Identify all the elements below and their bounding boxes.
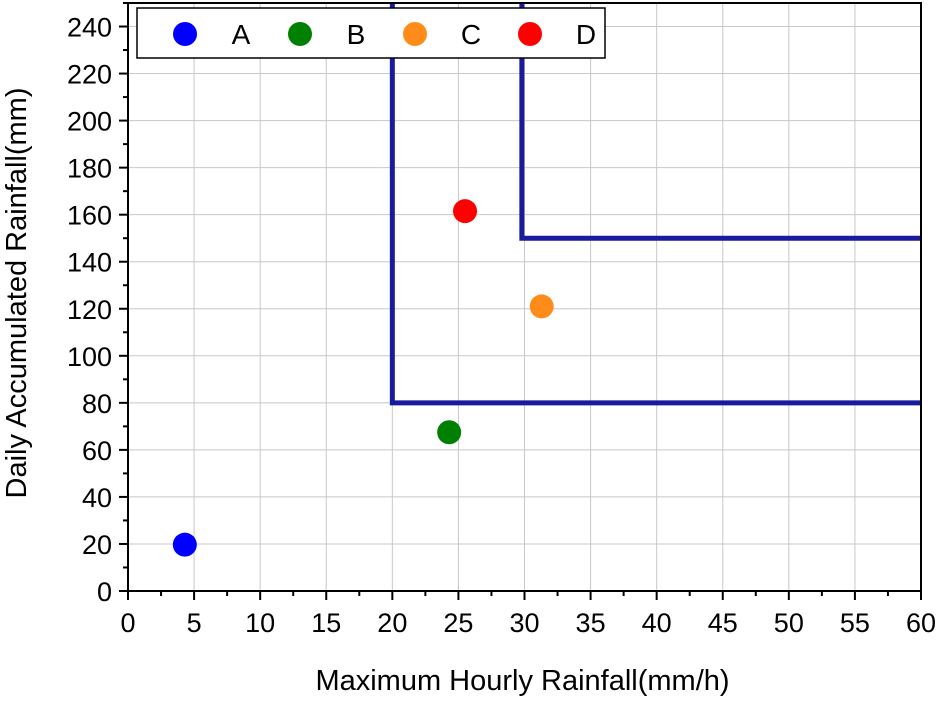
y-tick-label: 220 xyxy=(67,60,112,90)
legend-label-c: C xyxy=(461,19,481,50)
x-tick-label: 45 xyxy=(708,608,738,638)
x-tick-label: 0 xyxy=(120,608,135,638)
legend-label-d: D xyxy=(576,19,596,50)
legend-label-b: B xyxy=(347,19,366,50)
x-tick-label: 60 xyxy=(906,608,936,638)
x-tick-label: 5 xyxy=(187,608,202,638)
x-tick-label: 10 xyxy=(245,608,275,638)
y-tick-label: 200 xyxy=(67,107,112,137)
legend-marker-d xyxy=(518,22,542,46)
x-tick-label: 20 xyxy=(377,608,407,638)
x-tick-label: 35 xyxy=(576,608,606,638)
y-axis-label: Daily Accumulated Rainfall(mm) xyxy=(1,88,33,499)
data-points xyxy=(172,199,554,557)
y-tick-label: 100 xyxy=(67,342,112,372)
point-d xyxy=(453,199,478,224)
legend-marker-b xyxy=(288,22,312,46)
threshold-line xyxy=(389,3,921,406)
y-tick-label: 240 xyxy=(67,13,112,43)
y-tick-label: 180 xyxy=(67,154,112,184)
axis-ticks xyxy=(119,2,922,600)
x-tick-label: 25 xyxy=(443,608,473,638)
y-tick-label: 20 xyxy=(82,530,112,560)
legend-label-a: A xyxy=(232,19,251,50)
x-tick-label: 55 xyxy=(840,608,870,638)
legend-marker-a xyxy=(173,22,197,46)
threshold-lines xyxy=(389,3,921,406)
y-tick-label: 80 xyxy=(82,389,112,419)
x-axis-label: Maximum Hourly Rainfall(mm/h) xyxy=(315,665,729,697)
x-tick-label: 30 xyxy=(509,608,539,638)
x-tick-label: 40 xyxy=(642,608,672,638)
threshold-line xyxy=(519,3,921,241)
y-tick-label: 40 xyxy=(82,483,112,513)
point-c xyxy=(529,294,554,319)
grid-lines xyxy=(128,3,921,591)
point-a xyxy=(172,532,197,557)
legend: A B C D xyxy=(136,7,606,59)
y-tick-label: 60 xyxy=(82,436,112,466)
x-tick-label: 50 xyxy=(774,608,804,638)
y-tick-label: 140 xyxy=(67,248,112,278)
y-tick-labels: 0 20 40 60 80 100 120 140 160 180 200 220 240 xyxy=(67,13,112,607)
x-tick-labels: 0 5 10 15 20 25 30 35 40 45 50 55 60 xyxy=(120,608,936,638)
point-b xyxy=(437,420,462,445)
y-tick-label: 120 xyxy=(67,295,112,325)
legend-marker-c xyxy=(403,22,427,46)
y-tick-label: 0 xyxy=(97,577,112,607)
y-tick-label: 160 xyxy=(67,201,112,231)
x-tick-label: 15 xyxy=(311,608,341,638)
